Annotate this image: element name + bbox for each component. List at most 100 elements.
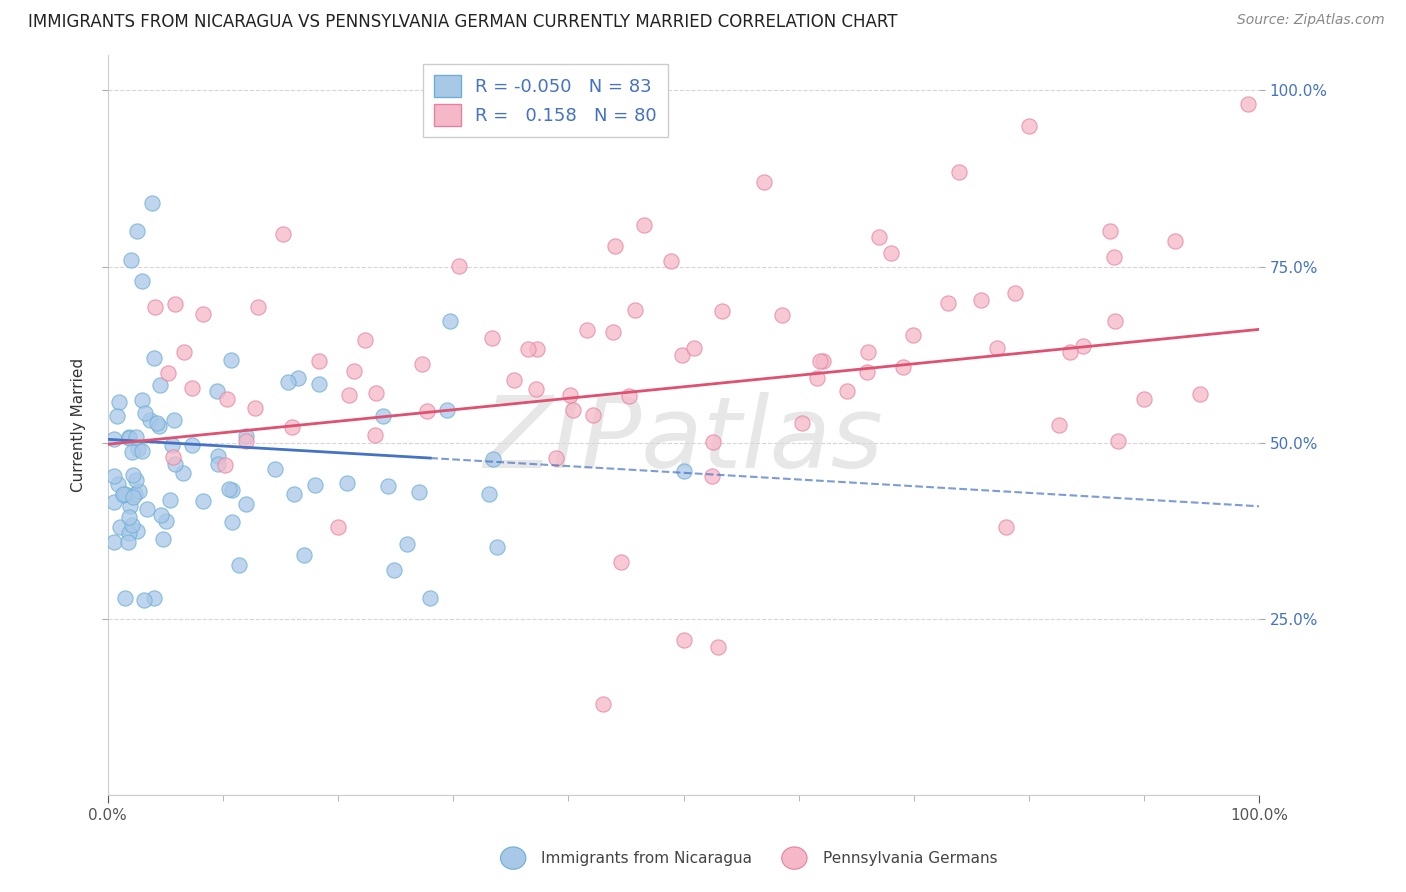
Point (111, 487, 134, 501)
Legend: R = -0.050   N = 83, R =   0.158   N = 80: R = -0.050 N = 83, R = 0.158 N = 80 (423, 64, 668, 137)
Y-axis label: Currently Married: Currently Married (72, 359, 86, 492)
Point (264, 462, 287, 476)
Point (118, 510, 141, 524)
Point (624, 302, 647, 317)
Point (806, 371, 828, 385)
Point (134, 406, 156, 420)
Point (682, 342, 704, 356)
Point (382, 563, 405, 577)
Point (122, 490, 145, 504)
Point (1132, 392, 1154, 406)
Text: Source: ZipAtlas.com: Source: ZipAtlas.com (1237, 13, 1385, 28)
Point (121, 517, 143, 532)
Point (1107, 434, 1129, 448)
Text: IMMIGRANTS FROM NICARAGUA VS PENNSYLVANIA GERMAN CURRENTLY MARRIED CORRELATION C: IMMIGRANTS FROM NICARAGUA VS PENNSYLVANI… (28, 13, 897, 31)
Point (124, 486, 146, 500)
Point (180, 382, 202, 396)
Point (271, 227, 294, 242)
Point (165, 457, 187, 471)
Point (228, 558, 250, 573)
Point (617, 388, 640, 402)
Point (281, 419, 304, 434)
Point (125, 524, 148, 539)
Point (304, 478, 326, 492)
Point (752, 175, 775, 189)
Point (891, 359, 914, 374)
Point (633, 218, 655, 232)
Point (707, 640, 730, 655)
Point (117, 534, 139, 549)
Point (159, 493, 181, 508)
Point (283, 487, 305, 501)
Point (544, 451, 567, 466)
Point (131, 444, 153, 458)
Point (808, 354, 831, 368)
Point (856, 365, 879, 379)
Point (1104, 314, 1126, 328)
Point (148, 419, 170, 434)
Point (792, 417, 814, 431)
Point (592, 697, 614, 711)
Point (449, 259, 471, 273)
Text: ZIPatlas: ZIPatlas (484, 392, 883, 489)
Point (672, 633, 695, 648)
Point (128, 484, 150, 499)
Point (214, 458, 236, 472)
Point (354, 333, 377, 347)
Point (700, 468, 723, 483)
Point (856, 345, 879, 359)
Point (163, 413, 186, 427)
Point (408, 485, 430, 500)
Point (103, 495, 125, 509)
Point (671, 348, 693, 362)
Point (1071, 339, 1094, 353)
Point (139, 413, 162, 427)
Point (149, 508, 172, 522)
Point (107, 477, 129, 491)
Point (218, 482, 240, 496)
Point (558, 388, 581, 402)
Point (1018, 119, 1040, 133)
Point (416, 403, 439, 417)
Point (986, 342, 1008, 356)
Point (143, 301, 166, 315)
Point (602, 326, 624, 340)
Point (948, 164, 970, 178)
Point (141, 196, 163, 211)
Point (235, 434, 257, 449)
Point (503, 373, 526, 387)
Point (160, 437, 183, 451)
Point (152, 532, 174, 546)
Point (142, 591, 165, 605)
Point (672, 464, 695, 478)
Point (114, 591, 136, 605)
Point (118, 526, 141, 541)
Point (173, 345, 195, 359)
Point (377, 479, 399, 493)
Point (127, 442, 149, 457)
Point (172, 466, 194, 480)
Point (134, 593, 156, 607)
Point (395, 537, 418, 551)
Point (517, 343, 540, 357)
Point (336, 475, 359, 490)
Point (524, 382, 547, 396)
Point (103, 432, 125, 446)
Point (1104, 250, 1126, 264)
Point (245, 401, 267, 415)
Point (156, 366, 179, 380)
Point (561, 402, 583, 417)
Point (108, 520, 131, 534)
Point (131, 392, 153, 407)
Point (277, 376, 299, 390)
Point (837, 384, 859, 398)
Point (936, 296, 959, 310)
Point (247, 300, 270, 314)
Point (485, 540, 508, 554)
Point (364, 386, 387, 401)
Point (711, 304, 734, 318)
Point (880, 245, 903, 260)
Point (124, 473, 146, 487)
Point (439, 314, 461, 328)
Point (371, 409, 394, 424)
